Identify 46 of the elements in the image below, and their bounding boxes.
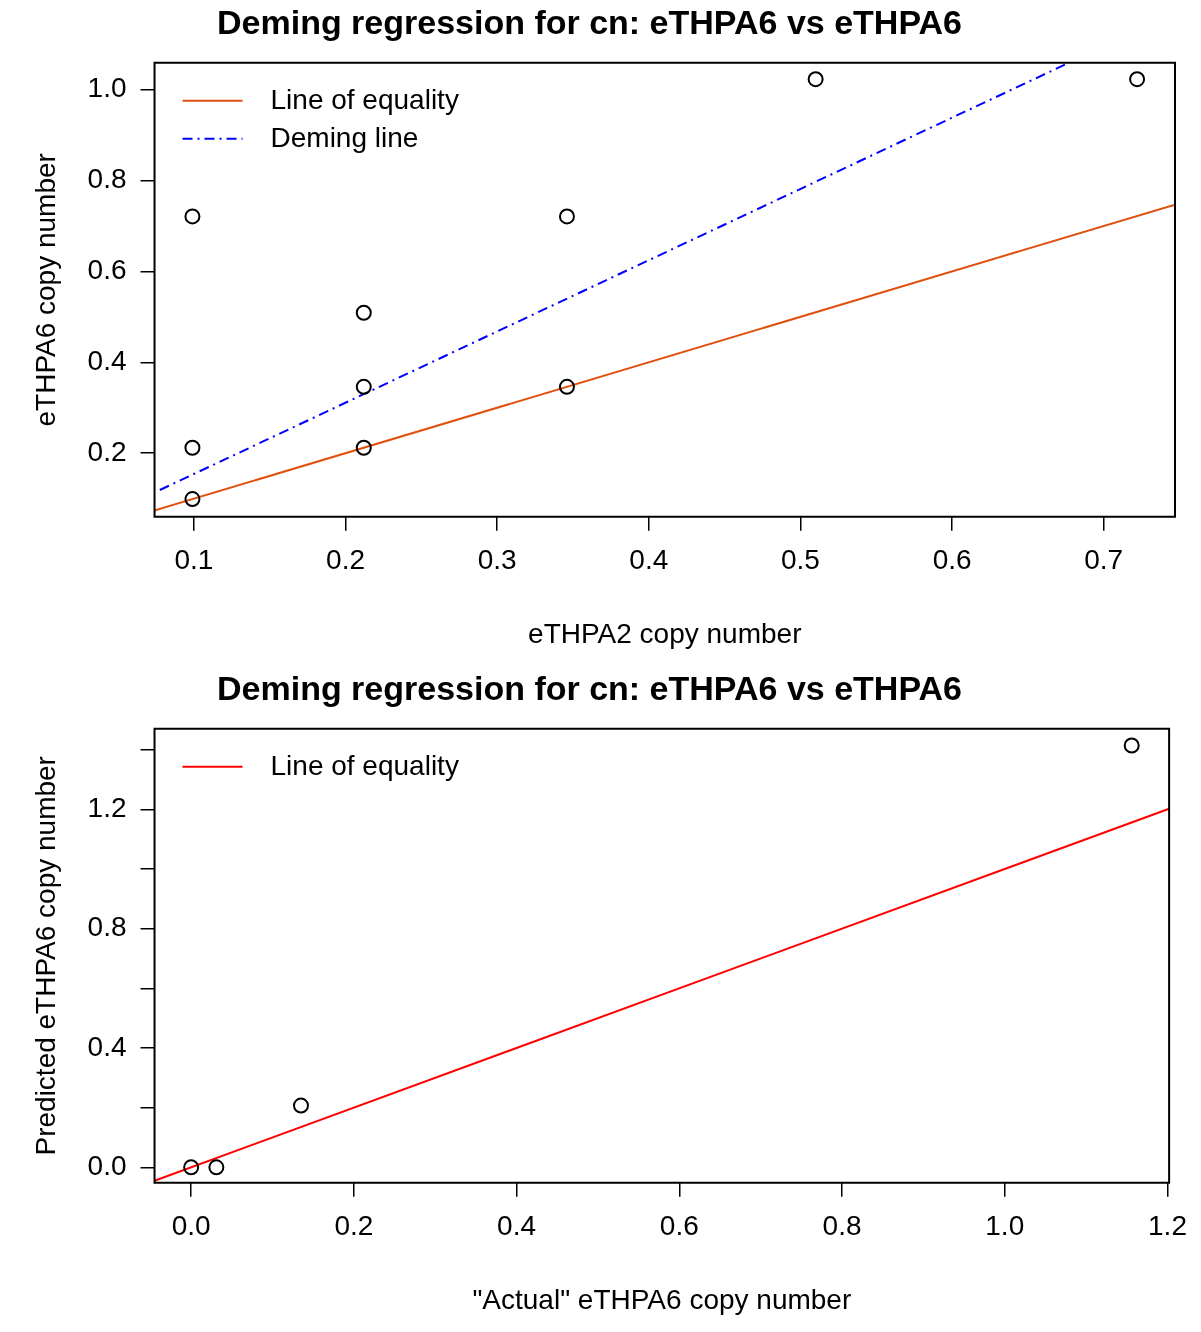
x-tick-label: 0.7	[1084, 544, 1124, 576]
y-tick-label: 1.0	[87, 72, 127, 104]
chart-title: Deming regression for cn: eTHPA6 vs eTHPA6	[216, 668, 963, 707]
y-tick-label: 0.8	[87, 911, 127, 943]
x-axis-title: "Actual" eTHPA6 copy number	[472, 1283, 852, 1315]
x-tick-label: 0.3	[477, 544, 517, 576]
point	[183, 1159, 200, 1176]
y-tick-label: 0.6	[87, 254, 127, 286]
legend-label: Line of equality	[270, 749, 459, 781]
point	[208, 1159, 225, 1176]
point	[184, 439, 201, 456]
y-axis-title: eTHPA6 copy number	[29, 153, 61, 427]
x-tick-label: 0.8	[822, 1210, 862, 1242]
y-tick-label: 0.0	[87, 1150, 127, 1182]
point	[184, 491, 201, 508]
x-tick-label: 0.2	[326, 544, 366, 576]
x-tick-label: 0.0	[171, 1210, 211, 1242]
point	[355, 378, 372, 395]
chart-title: Deming regression for cn: eTHPA6 vs eTHPA6	[216, 2, 963, 41]
point	[355, 439, 372, 456]
x-tick-label: 0.6	[932, 544, 972, 576]
y-tick-label: 0.2	[87, 435, 127, 467]
x-tick-label: 0.2	[334, 1210, 374, 1242]
point	[807, 71, 824, 88]
x-tick-label: 1.0	[985, 1210, 1025, 1242]
point	[292, 1097, 309, 1114]
x-tick-label: 0.4	[629, 544, 669, 576]
point	[184, 208, 201, 225]
point	[1123, 737, 1140, 754]
point	[355, 304, 372, 321]
x-tick-label: 0.4	[497, 1210, 537, 1242]
x-tick-label: 0.5	[781, 544, 820, 576]
legend-label: Deming line	[270, 121, 419, 153]
point	[558, 208, 575, 225]
y-tick-label: 0.8	[87, 163, 127, 195]
legend-label: Line of equality	[270, 83, 459, 115]
x-axis-title: eTHPA2 copy number	[528, 617, 802, 649]
point	[1129, 71, 1146, 88]
x-tick-label: 0.6	[659, 1210, 699, 1242]
y-tick-label: 1.2	[87, 792, 127, 824]
point	[558, 378, 575, 395]
y-axis-title: Predicted eTHPA6 copy number	[29, 756, 61, 1156]
y-tick-label: 0.4	[87, 1030, 127, 1062]
y-tick-label: 0.4	[87, 345, 127, 376]
x-tick-label: 1.2	[1148, 1210, 1187, 1242]
x-tick-label: 0.1	[174, 544, 214, 576]
